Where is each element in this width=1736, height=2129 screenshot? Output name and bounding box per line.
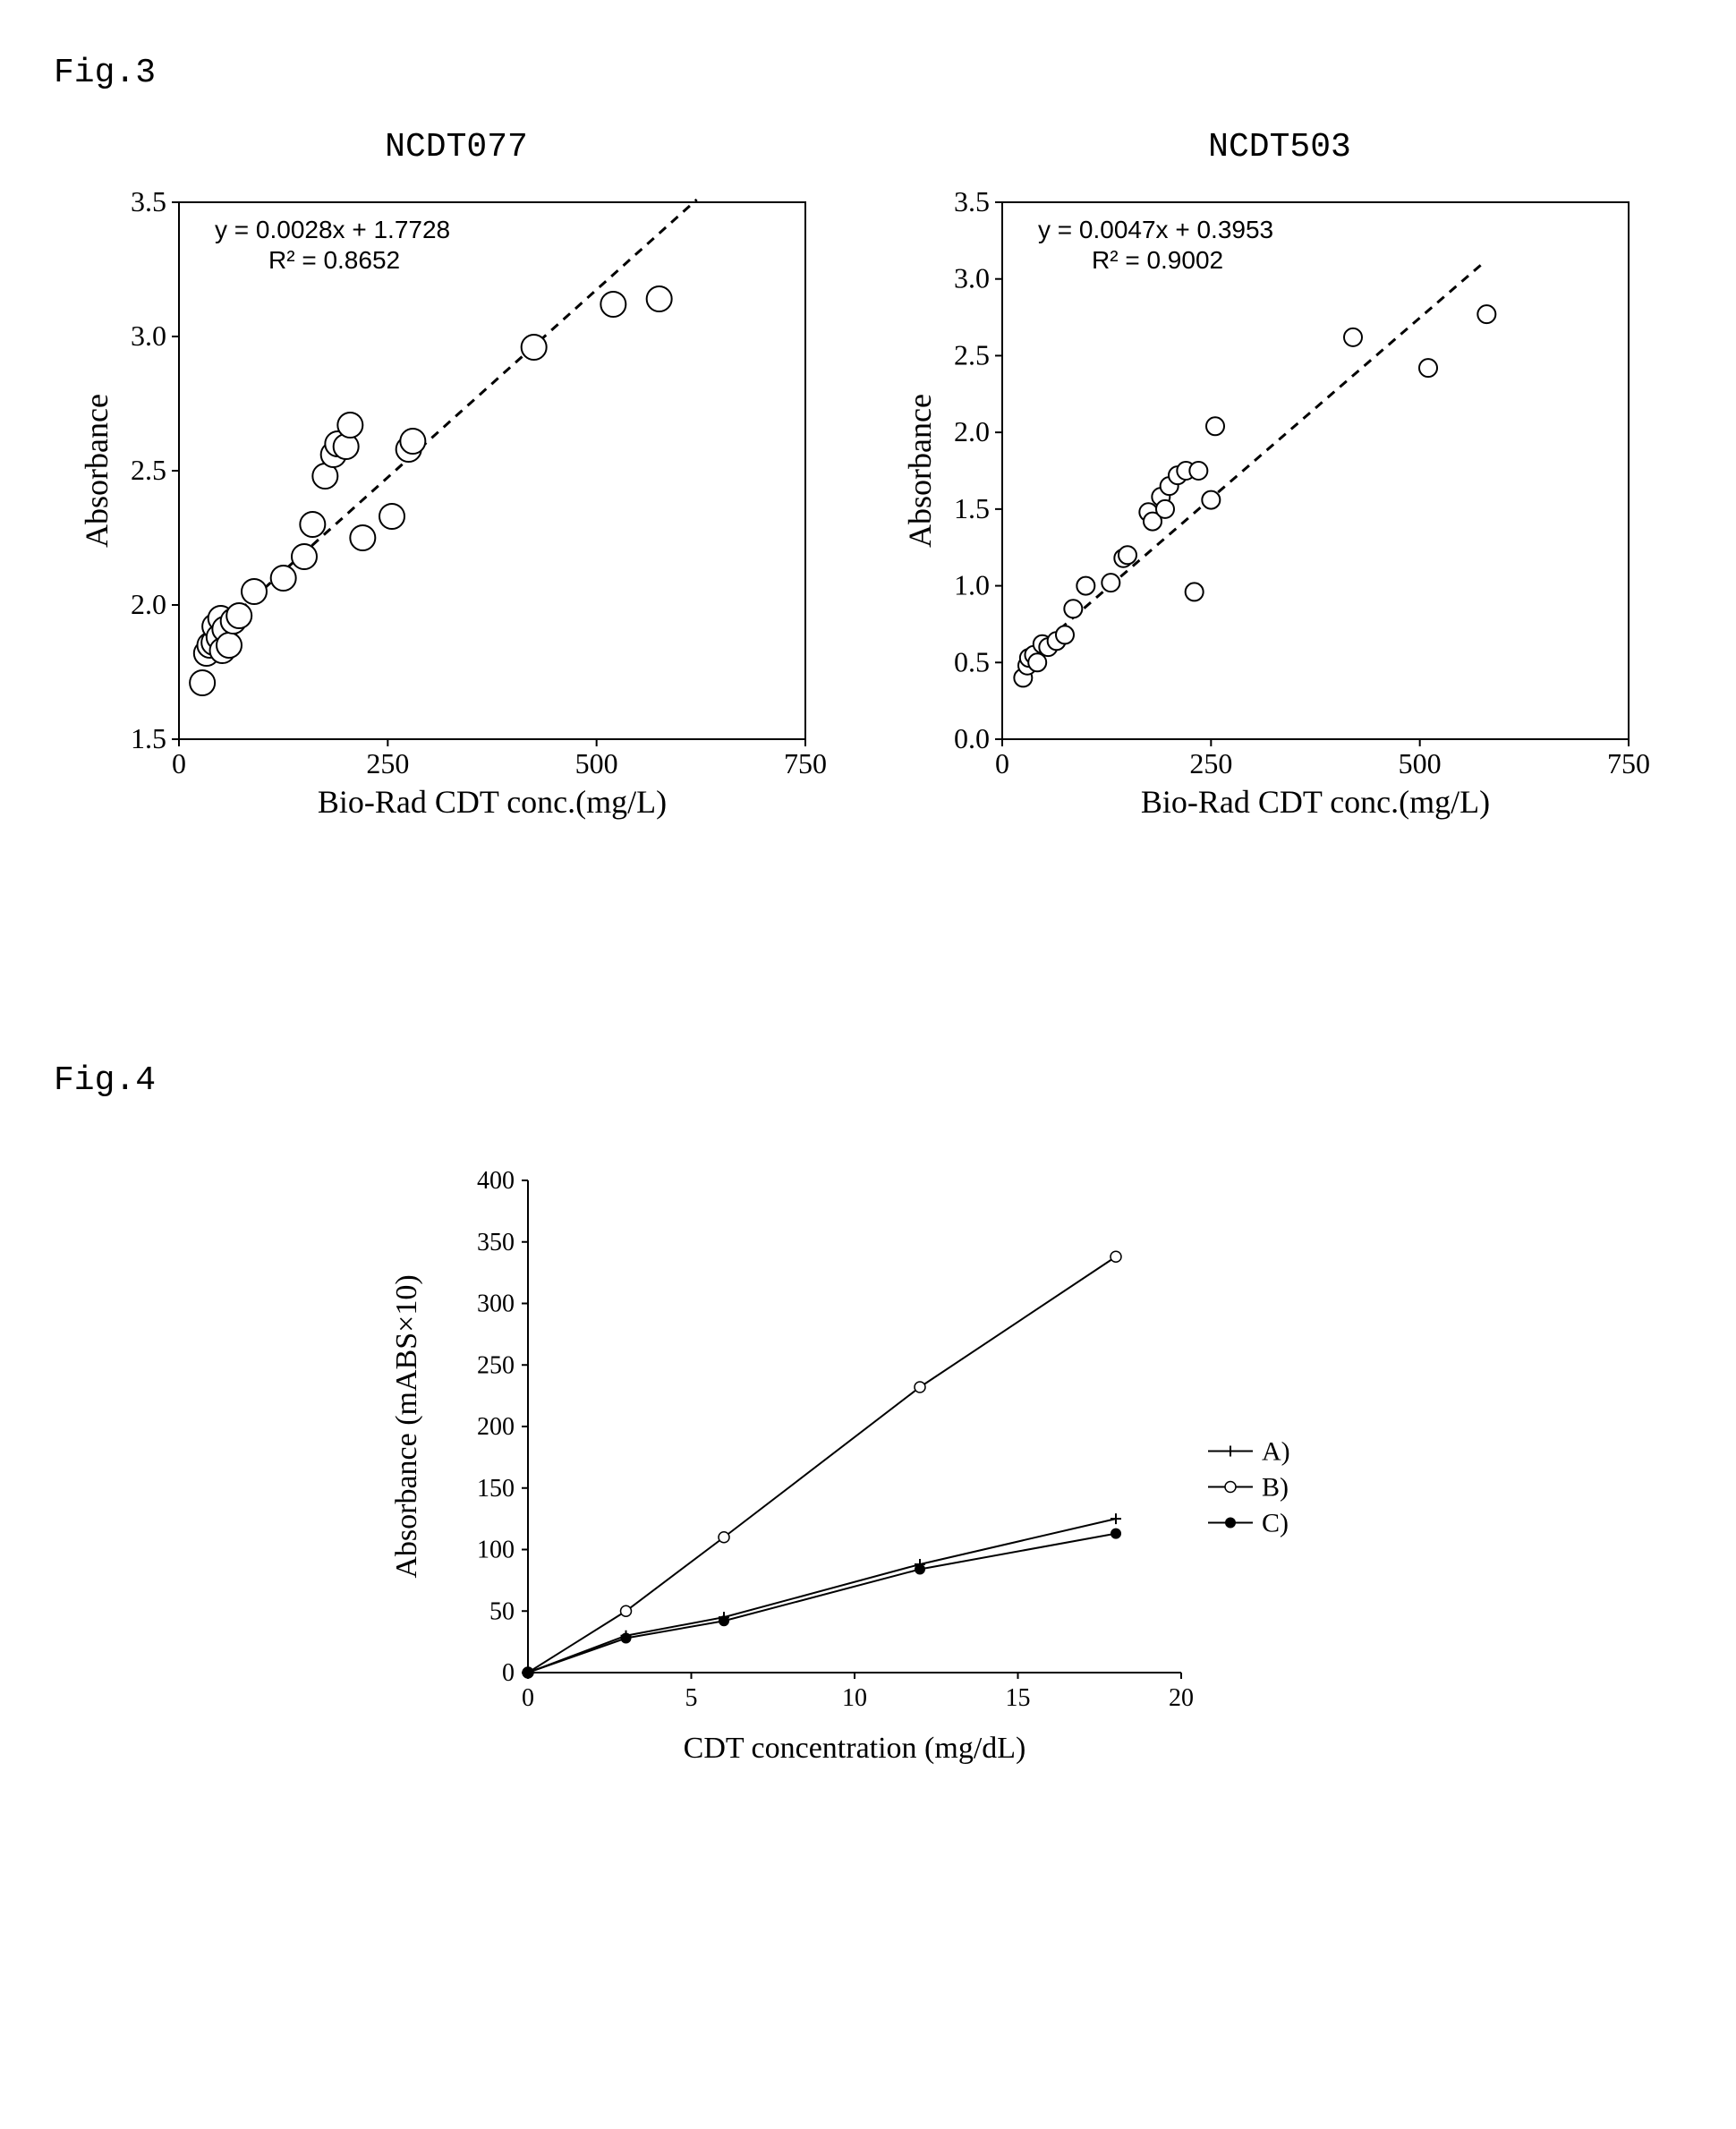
svg-text:250: 250 (1189, 747, 1232, 779)
svg-text:2.5: 2.5 (131, 454, 166, 486)
svg-text:0: 0 (522, 1684, 534, 1712)
svg-text:750: 750 (1607, 747, 1650, 779)
fig3-label: Fig.3 (54, 54, 1682, 92)
svg-text:CDT concentration (mg/dL): CDT concentration (mg/dL) (684, 1732, 1026, 1765)
svg-text:R² = 0.9002: R² = 0.9002 (1092, 246, 1223, 274)
fig4-chart: 05101520050100150200250300350400CDT conc… (376, 1154, 1360, 1780)
svg-text:2.0: 2.0 (954, 415, 990, 447)
svg-text:2.5: 2.5 (954, 338, 990, 370)
svg-text:Absorbance: Absorbance (904, 394, 938, 548)
svg-text:150: 150 (477, 1475, 515, 1503)
page: Fig.3 NCDT077 02505007501.52.02.53.03.5y… (54, 54, 1682, 1780)
svg-text:200: 200 (477, 1413, 515, 1441)
svg-text:750: 750 (784, 747, 827, 779)
svg-text:0.5: 0.5 (954, 645, 990, 677)
svg-text:100: 100 (477, 1537, 515, 1564)
fig3-panel-right-title: NCDT503 (1208, 128, 1351, 166)
fig3-row: NCDT077 0 250 500 750 1.5 2.0 2.5 3.0 3.5 y = 0.0… (54, 128, 1682, 829)
svg-text:2.0: 2.0 (131, 588, 166, 620)
svg-text:500: 500 (575, 747, 618, 779)
svg-text:0: 0 (502, 1659, 515, 1687)
svg-text:3.5: 3.5 (954, 185, 990, 217)
svg-text:300: 300 (477, 1290, 515, 1318)
svg-text:A): A) (1262, 1437, 1290, 1467)
svg-text:0: 0 (995, 747, 1009, 779)
svg-text:50: 50 (489, 1597, 515, 1625)
fig3-chart-ncdt077: 0 250 500 750 1.5 2.0 2.5 3.0 3.5 y = 0.0028x + 1… (81, 184, 832, 829)
svg-text:1.5: 1.5 (131, 722, 166, 754)
svg-text:500: 500 (1399, 747, 1442, 779)
svg-text:10: 10 (842, 1684, 867, 1712)
svg-text:Bio-Rad CDT conc.(mg/L): Bio-Rad CDT conc.(mg/L) (318, 784, 667, 820)
fig3-panel-right: NCDT503 0 250 500 750 0.0 0.5 1.0 1.5 2.0 2.5 3.0 3… (904, 128, 1655, 829)
svg-text:0: 0 (172, 747, 186, 779)
svg-text:R² = 0.8652: R² = 0.8652 (268, 246, 400, 274)
fig3-panel-left: NCDT077 0 250 500 750 1.5 2.0 2.5 3.0 3.5 y = 0.0… (81, 128, 832, 829)
fig3-chart-ncdt503: 0 250 500 750 0.0 0.5 1.0 1.5 2.0 2.5 3.0 3.5 y = 0.… (904, 184, 1655, 829)
fig3-panel-left-title: NCDT077 (385, 128, 528, 166)
fig4-label: Fig.4 (54, 1061, 1682, 1100)
svg-text:Absorbance: Absorbance (81, 394, 115, 548)
svg-text:C): C) (1262, 1509, 1289, 1538)
svg-text:B): B) (1262, 1473, 1289, 1503)
svg-text:Bio-Rad CDT conc.(mg/L): Bio-Rad CDT conc.(mg/L) (1141, 784, 1490, 820)
svg-text:1.5: 1.5 (954, 492, 990, 524)
svg-text:3.5: 3.5 (131, 185, 166, 217)
svg-text:350: 350 (477, 1229, 515, 1256)
svg-text:250: 250 (477, 1351, 515, 1379)
svg-text:3.0: 3.0 (131, 319, 166, 352)
fig4-wrap: 05101520050100150200250300350400CDT conc… (54, 1154, 1682, 1780)
svg-text:20: 20 (1169, 1684, 1194, 1712)
svg-text:Absorbance (mABS×10): Absorbance (mABS×10) (390, 1274, 423, 1578)
svg-text:250: 250 (366, 747, 409, 779)
svg-text:15: 15 (1006, 1684, 1031, 1712)
svg-text:5: 5 (685, 1684, 698, 1712)
svg-text:3.0: 3.0 (954, 262, 990, 294)
svg-text:400: 400 (477, 1167, 515, 1195)
svg-text:1.0: 1.0 (954, 569, 990, 601)
svg-text:y = 0.0047x + 0.3953: y = 0.0047x + 0.3953 (1038, 216, 1273, 243)
svg-text:y = 0.0028x + 1.7728: y = 0.0028x + 1.7728 (215, 216, 450, 243)
svg-text:0.0: 0.0 (954, 722, 990, 754)
